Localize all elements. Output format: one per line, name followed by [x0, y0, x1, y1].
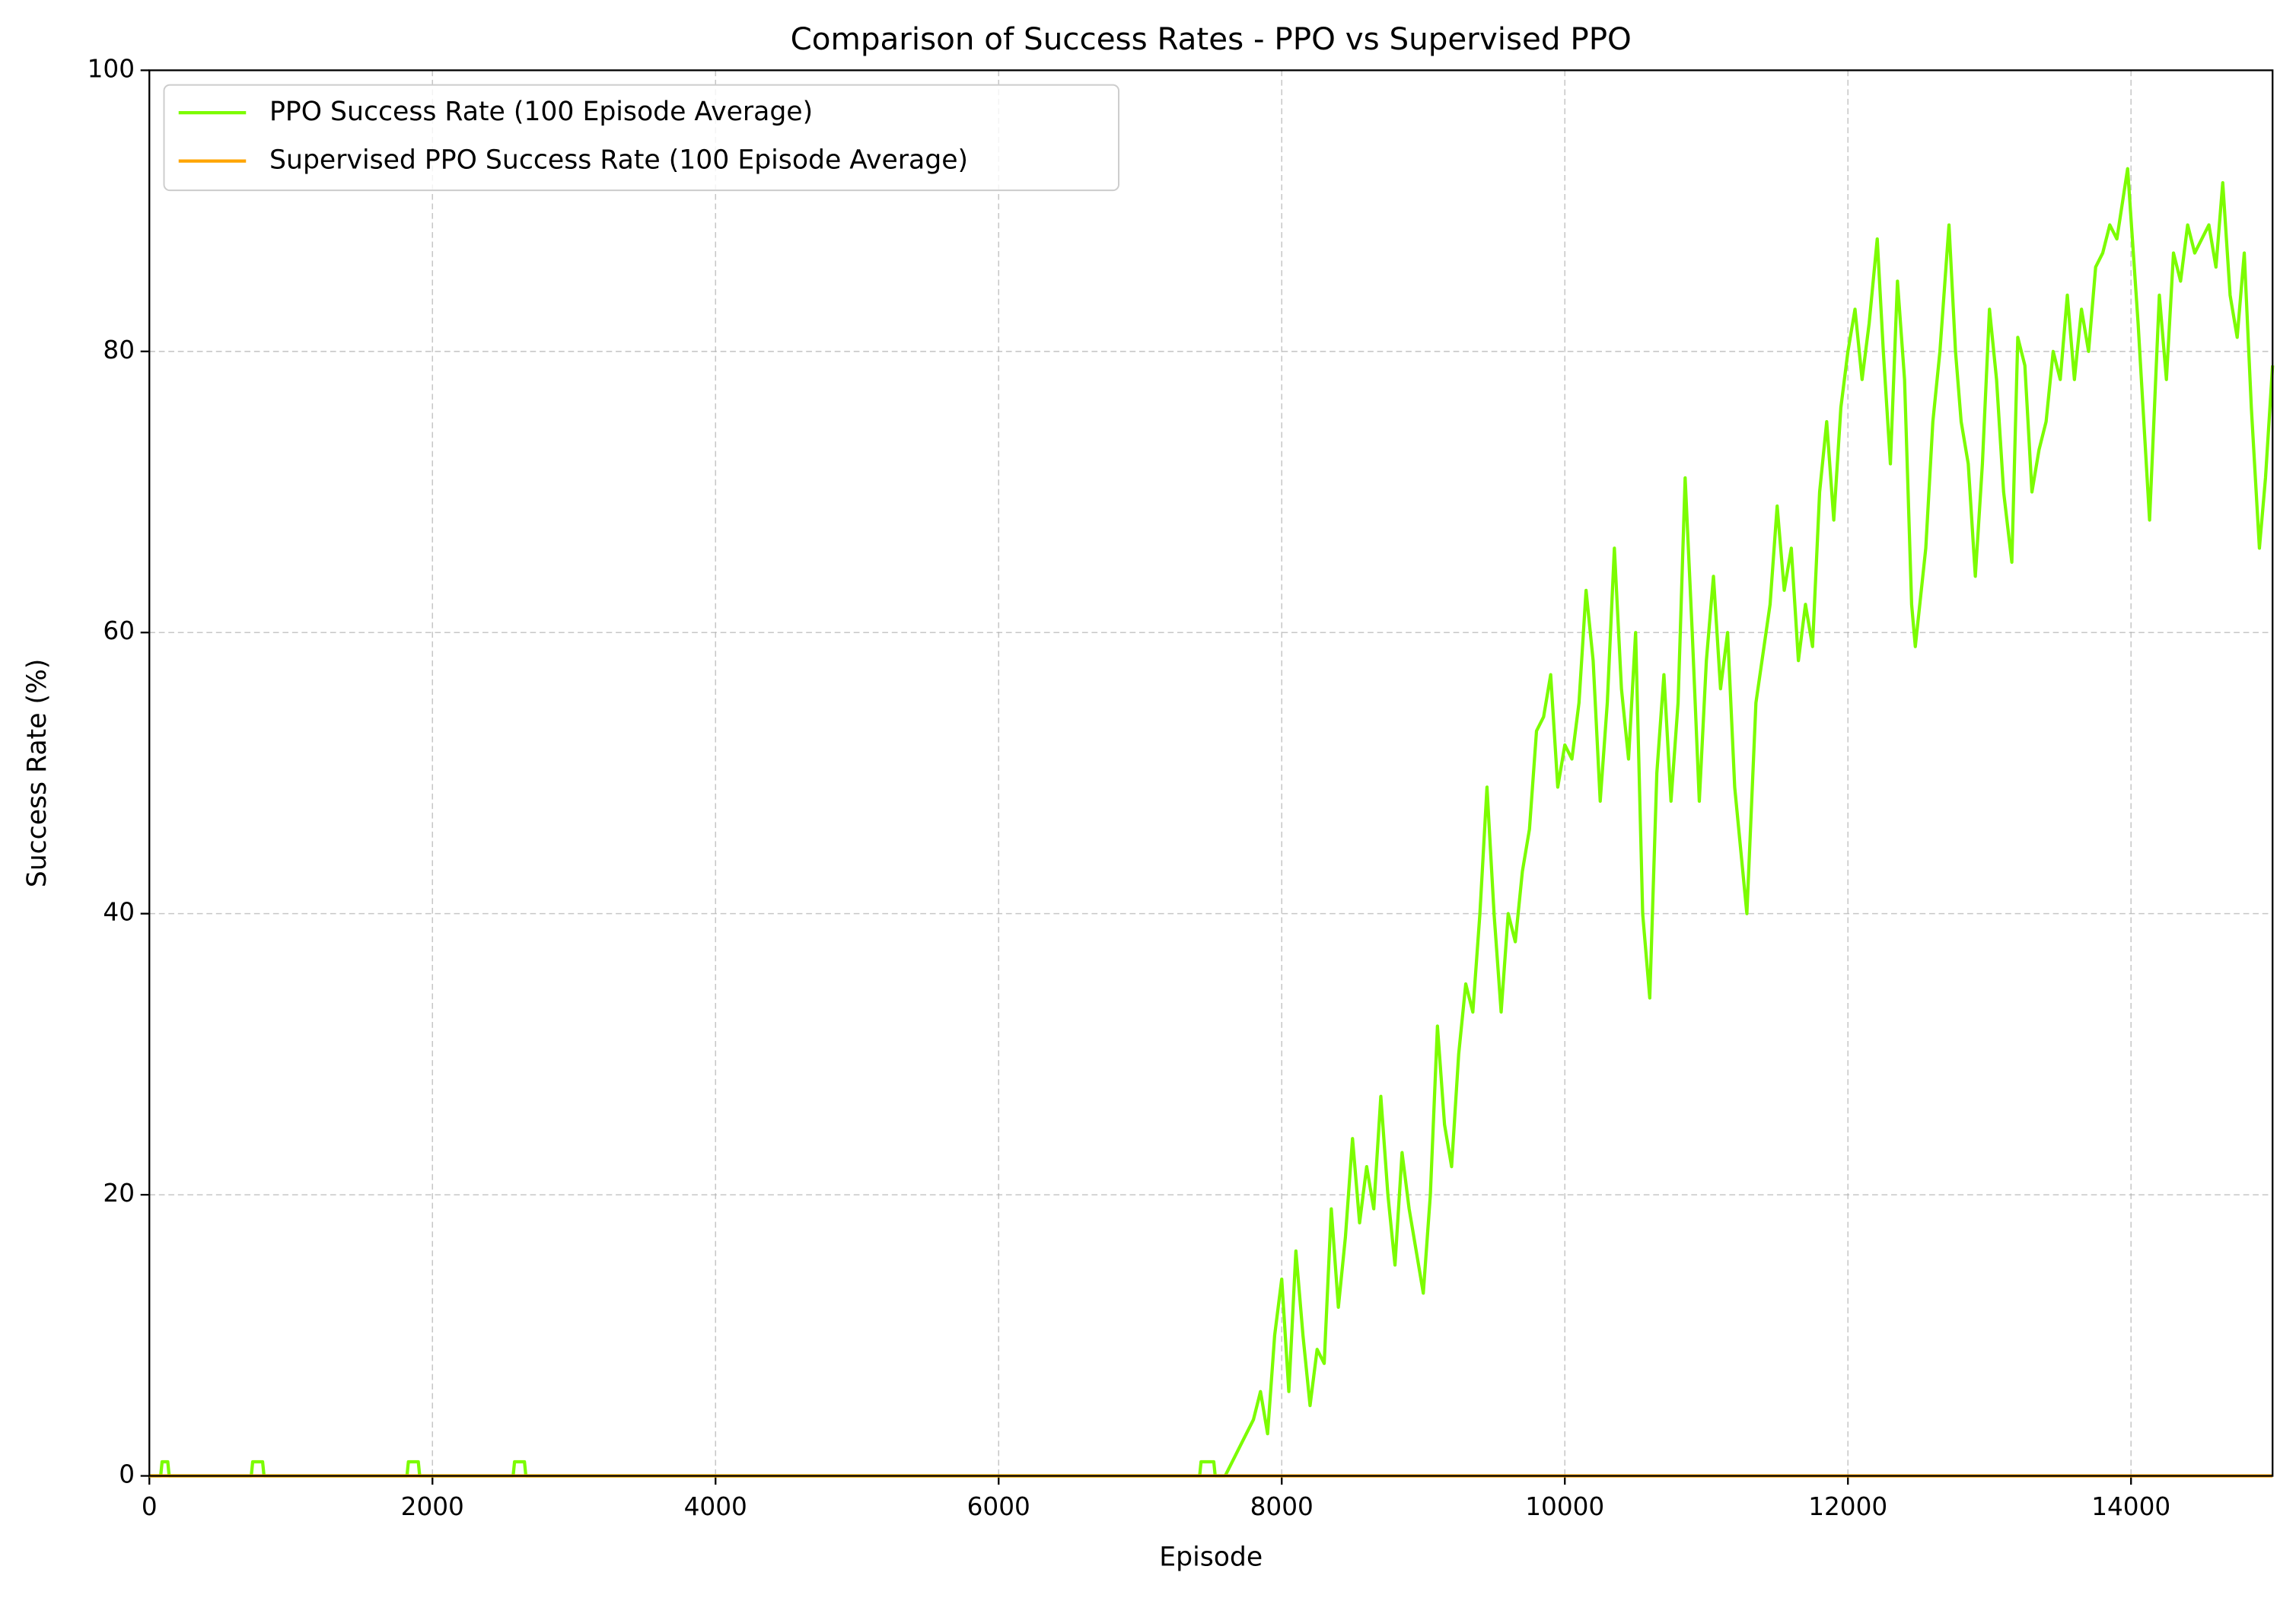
y-tick-label: 60 — [103, 616, 135, 645]
data-line — [149, 167, 2275, 1478]
legend-label: Supervised PPO Success Rate (100 Episode… — [269, 145, 968, 176]
x-tick-label: 10000 — [1525, 1492, 1604, 1521]
y-tick-label: 80 — [103, 336, 135, 364]
x-tick-label: 14000 — [2091, 1492, 2170, 1521]
legend-box — [163, 84, 1119, 192]
y-axis-label: Success Rate (%) — [22, 659, 53, 888]
x-tick-label: 4000 — [684, 1492, 747, 1521]
x-tick-label: 8000 — [1250, 1492, 1314, 1521]
x-axis-label: Episode — [1159, 1542, 1263, 1572]
y-tick-label: 20 — [103, 1179, 135, 1208]
x-tick-label: 0 — [142, 1492, 158, 1521]
legend: PPO Success Rate (100 Episode Average) Su… — [163, 84, 1119, 192]
y-tick-label: 0 — [119, 1460, 135, 1489]
x-tick-label: 2000 — [401, 1492, 464, 1521]
plot-frame — [148, 69, 2274, 1477]
y-tick-label: 40 — [103, 898, 135, 927]
x-tick-label: 12000 — [1808, 1492, 1887, 1521]
y-tick-label: 100 — [88, 54, 135, 83]
x-tick-label: 6000 — [967, 1492, 1030, 1521]
chart-title: Comparison of Success Rates - PPO vs Sup… — [791, 21, 1632, 57]
legend-label: PPO Success Rate (100 Episode Average) — [269, 97, 813, 127]
